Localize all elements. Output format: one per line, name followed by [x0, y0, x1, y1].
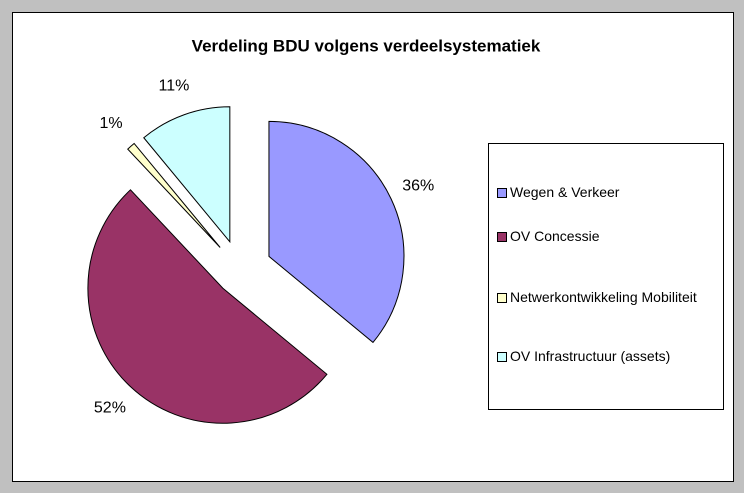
pie-slice — [268, 120, 405, 344]
data-label: 52% — [94, 400, 126, 417]
data-label: 1% — [99, 115, 122, 132]
data-label: 11% — [159, 78, 190, 95]
legend-label: OV Concessie — [510, 228, 600, 244]
pie-slice — [87, 189, 328, 424]
legend-item: Wegen & Verkeer — [497, 184, 717, 200]
legend-item: Netwerkontwikkeling Mobiliteit — [497, 289, 717, 305]
pie-slice — [143, 106, 231, 244]
legend-label: OV Infrastructuur (assets) — [510, 348, 671, 364]
legend: Wegen & Verkeer OV Concessie Netwerkontwik… — [488, 143, 724, 410]
legend-label: Wegen & Verkeer — [510, 184, 620, 200]
legend-label: Netwerkontwikkeling Mobiliteit — [510, 289, 697, 305]
legend-swatch — [497, 352, 507, 362]
chart-title: Verdeling BDU volgens verdeelsystematiek — [192, 36, 541, 55]
legend-swatch — [497, 188, 507, 198]
legend-swatch — [497, 293, 507, 303]
legend-swatch — [497, 232, 507, 242]
pie-slice — [127, 142, 221, 248]
legend-item: OV Concessie — [497, 228, 717, 244]
data-label: 36% — [402, 177, 434, 194]
legend-item: OV Infrastructuur (assets) — [497, 348, 717, 364]
